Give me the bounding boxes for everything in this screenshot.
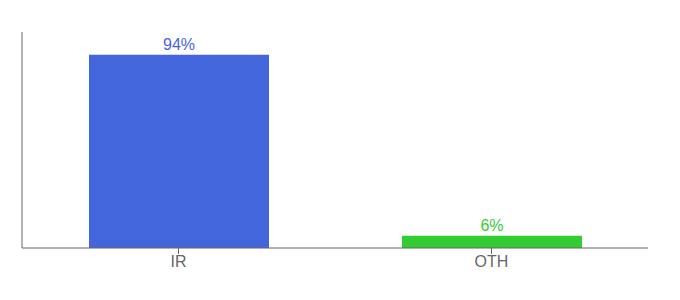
svg-text:6%: 6% [480, 217, 503, 234]
svg-text:OTH: OTH [475, 253, 509, 270]
svg-text:94%: 94% [163, 36, 195, 53]
svg-text:IR: IR [171, 253, 187, 270]
